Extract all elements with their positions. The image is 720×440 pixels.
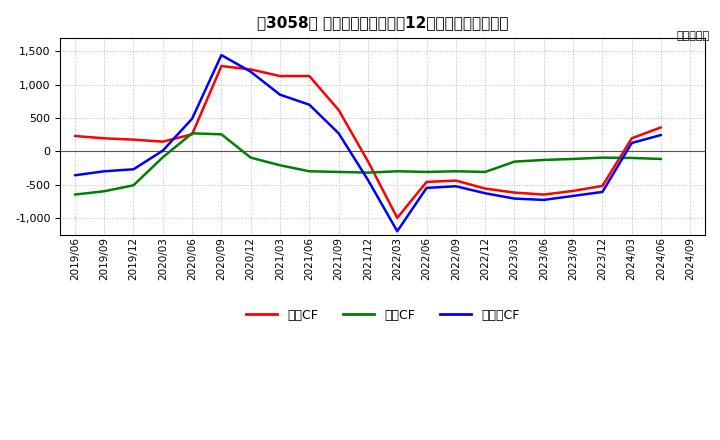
フリーCF — [305, 102, 314, 107]
営業CF — [71, 133, 79, 139]
投資CF — [71, 192, 79, 197]
営業CF — [598, 183, 607, 189]
Text: （百万円）: （百万円） — [676, 31, 709, 41]
フリーCF — [393, 228, 402, 234]
フリーCF — [627, 140, 636, 146]
投資CF — [510, 159, 519, 164]
投資CF — [100, 189, 109, 194]
フリーCF — [246, 69, 255, 74]
営業CF — [569, 188, 577, 194]
営業CF — [510, 190, 519, 195]
投資CF — [276, 163, 284, 168]
投資CF — [158, 154, 167, 160]
Line: 営業CF: 営業CF — [75, 66, 661, 218]
投資CF — [657, 156, 665, 161]
フリーCF — [510, 196, 519, 201]
営業CF — [657, 125, 665, 130]
投資CF — [246, 155, 255, 160]
フリーCF — [158, 148, 167, 153]
投資CF — [539, 158, 548, 163]
営業CF — [158, 139, 167, 144]
フリーCF — [451, 183, 460, 189]
フリーCF — [598, 189, 607, 194]
営業CF — [305, 73, 314, 79]
フリーCF — [657, 132, 665, 138]
投資CF — [217, 132, 226, 137]
投資CF — [627, 155, 636, 161]
営業CF — [334, 107, 343, 113]
営業CF — [422, 179, 431, 184]
営業CF — [188, 132, 197, 137]
投資CF — [481, 169, 490, 175]
フリーCF — [481, 191, 490, 196]
フリーCF — [129, 167, 138, 172]
フリーCF — [569, 193, 577, 198]
フリーCF — [276, 92, 284, 97]
投資CF — [451, 169, 460, 174]
営業CF — [246, 67, 255, 72]
営業CF — [276, 73, 284, 79]
営業CF — [364, 159, 372, 164]
Legend: 営業CF, 投資CF, フリーCF: 営業CF, 投資CF, フリーCF — [240, 304, 525, 326]
営業CF — [100, 136, 109, 141]
Line: フリーCF: フリーCF — [75, 55, 661, 231]
営業CF — [451, 178, 460, 183]
投資CF — [364, 170, 372, 175]
フリーCF — [539, 197, 548, 202]
投資CF — [188, 131, 197, 136]
フリーCF — [100, 169, 109, 174]
Title: ［3058］ キャッシュフローの12か月移動合計の推移: ［3058］ キャッシュフローの12か月移動合計の推移 — [257, 15, 508, 30]
フリーCF — [188, 116, 197, 121]
フリーCF — [422, 185, 431, 191]
投資CF — [422, 169, 431, 175]
営業CF — [129, 137, 138, 142]
フリーCF — [71, 172, 79, 178]
フリーCF — [334, 131, 343, 136]
営業CF — [627, 136, 636, 141]
Line: 投資CF: 投資CF — [75, 133, 661, 194]
営業CF — [217, 63, 226, 69]
営業CF — [393, 215, 402, 220]
投資CF — [129, 183, 138, 188]
営業CF — [481, 186, 490, 191]
フリーCF — [217, 52, 226, 58]
フリーCF — [364, 177, 372, 183]
投資CF — [393, 169, 402, 174]
投資CF — [569, 156, 577, 161]
営業CF — [539, 192, 548, 197]
投資CF — [305, 169, 314, 174]
投資CF — [598, 155, 607, 160]
投資CF — [334, 169, 343, 175]
